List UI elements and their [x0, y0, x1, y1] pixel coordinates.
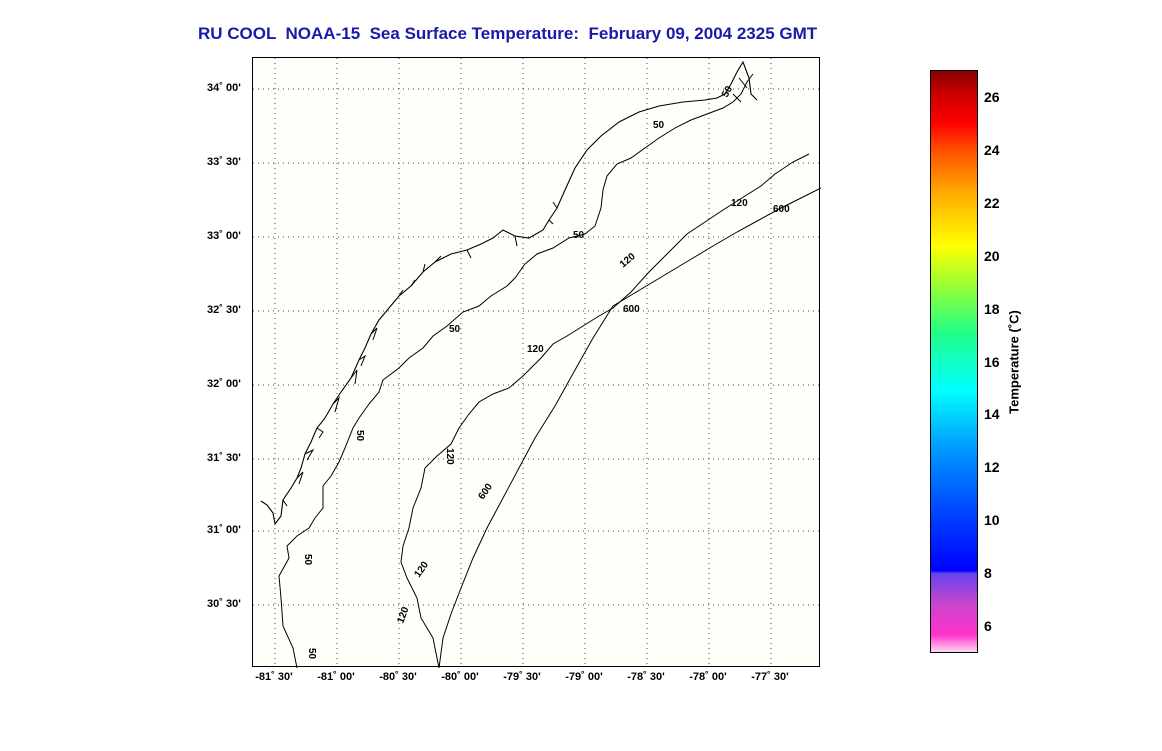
- colorbar-tick: 26: [984, 89, 1000, 105]
- contour-label: 50: [573, 230, 585, 241]
- lat-label: 33˚ 00': [207, 230, 241, 242]
- contour-label: 120: [618, 251, 638, 270]
- lon-label: -79˚ 30': [503, 671, 541, 683]
- colorbar-tick: 18: [984, 301, 1000, 317]
- lon-label: -80˚ 30': [379, 671, 417, 683]
- contour-label: 600: [773, 204, 790, 215]
- lat-label: 30˚ 30': [207, 598, 241, 610]
- lon-label: -78˚ 00': [689, 671, 727, 683]
- lon-label: -81˚ 30': [255, 671, 293, 683]
- colorbar-tick: 10: [984, 512, 1000, 528]
- contour-120m: [400, 153, 810, 668]
- colorbar-tick: 6: [984, 618, 992, 634]
- map-canvas: 50 50 50 50 50 50 50 120 120 120 120 120…: [253, 58, 821, 668]
- lat-label: 31˚ 30': [207, 452, 241, 464]
- colorbar-tick: 22: [984, 195, 1000, 211]
- contour-label: 120: [412, 559, 431, 579]
- temperature-colorbar: [930, 70, 978, 653]
- colorbar-tick: 12: [984, 459, 1000, 475]
- page-title: RU COOL NOAA-15 Sea Surface Temperature:…: [198, 24, 818, 43]
- contour-label: 50: [306, 648, 317, 660]
- lon-label: -78˚ 30': [627, 671, 665, 683]
- colorbar-tick: 20: [984, 248, 1000, 264]
- lon-label: -81˚ 00': [317, 671, 355, 683]
- colorbar-tick: 24: [984, 142, 1000, 158]
- lat-label: 32˚ 00': [207, 378, 241, 390]
- contour-label: 50: [449, 324, 461, 335]
- contour-label: 50: [653, 120, 665, 131]
- contour-label: 600: [476, 481, 495, 501]
- colorbar-tick: 16: [984, 354, 1000, 370]
- colorbar-tick: 14: [984, 406, 1000, 422]
- lat-label: 32˚ 30': [207, 304, 241, 316]
- contour-label: 50: [354, 430, 365, 442]
- lon-label: -77˚ 30': [751, 671, 789, 683]
- contour-label: 600: [623, 304, 640, 315]
- contour-label: 120: [731, 198, 748, 209]
- map-panel: 50 50 50 50 50 50 50 120 120 120 120 120…: [252, 57, 821, 668]
- coastline: [260, 60, 758, 526]
- grid-lines: [253, 58, 821, 668]
- coastline-inlets: [282, 77, 748, 507]
- colorbar-tick: 8: [984, 565, 992, 581]
- contour-600m: [438, 187, 821, 668]
- lat-label: 31˚ 00': [207, 524, 241, 536]
- lon-label: -80˚ 00': [441, 671, 479, 683]
- lon-label: -79˚ 00': [565, 671, 603, 683]
- contour-label: 120: [444, 448, 455, 465]
- contour-label: 120: [527, 344, 544, 355]
- lat-label: 34˚ 00': [207, 82, 241, 94]
- colorbar-label: Temperature (˚C): [1006, 310, 1022, 414]
- contour-label: 50: [302, 554, 313, 566]
- contour-label: 120: [395, 605, 411, 625]
- lat-label: 33˚ 30': [207, 156, 241, 168]
- contour-50m: [278, 73, 754, 668]
- contour-label: 50: [720, 84, 735, 100]
